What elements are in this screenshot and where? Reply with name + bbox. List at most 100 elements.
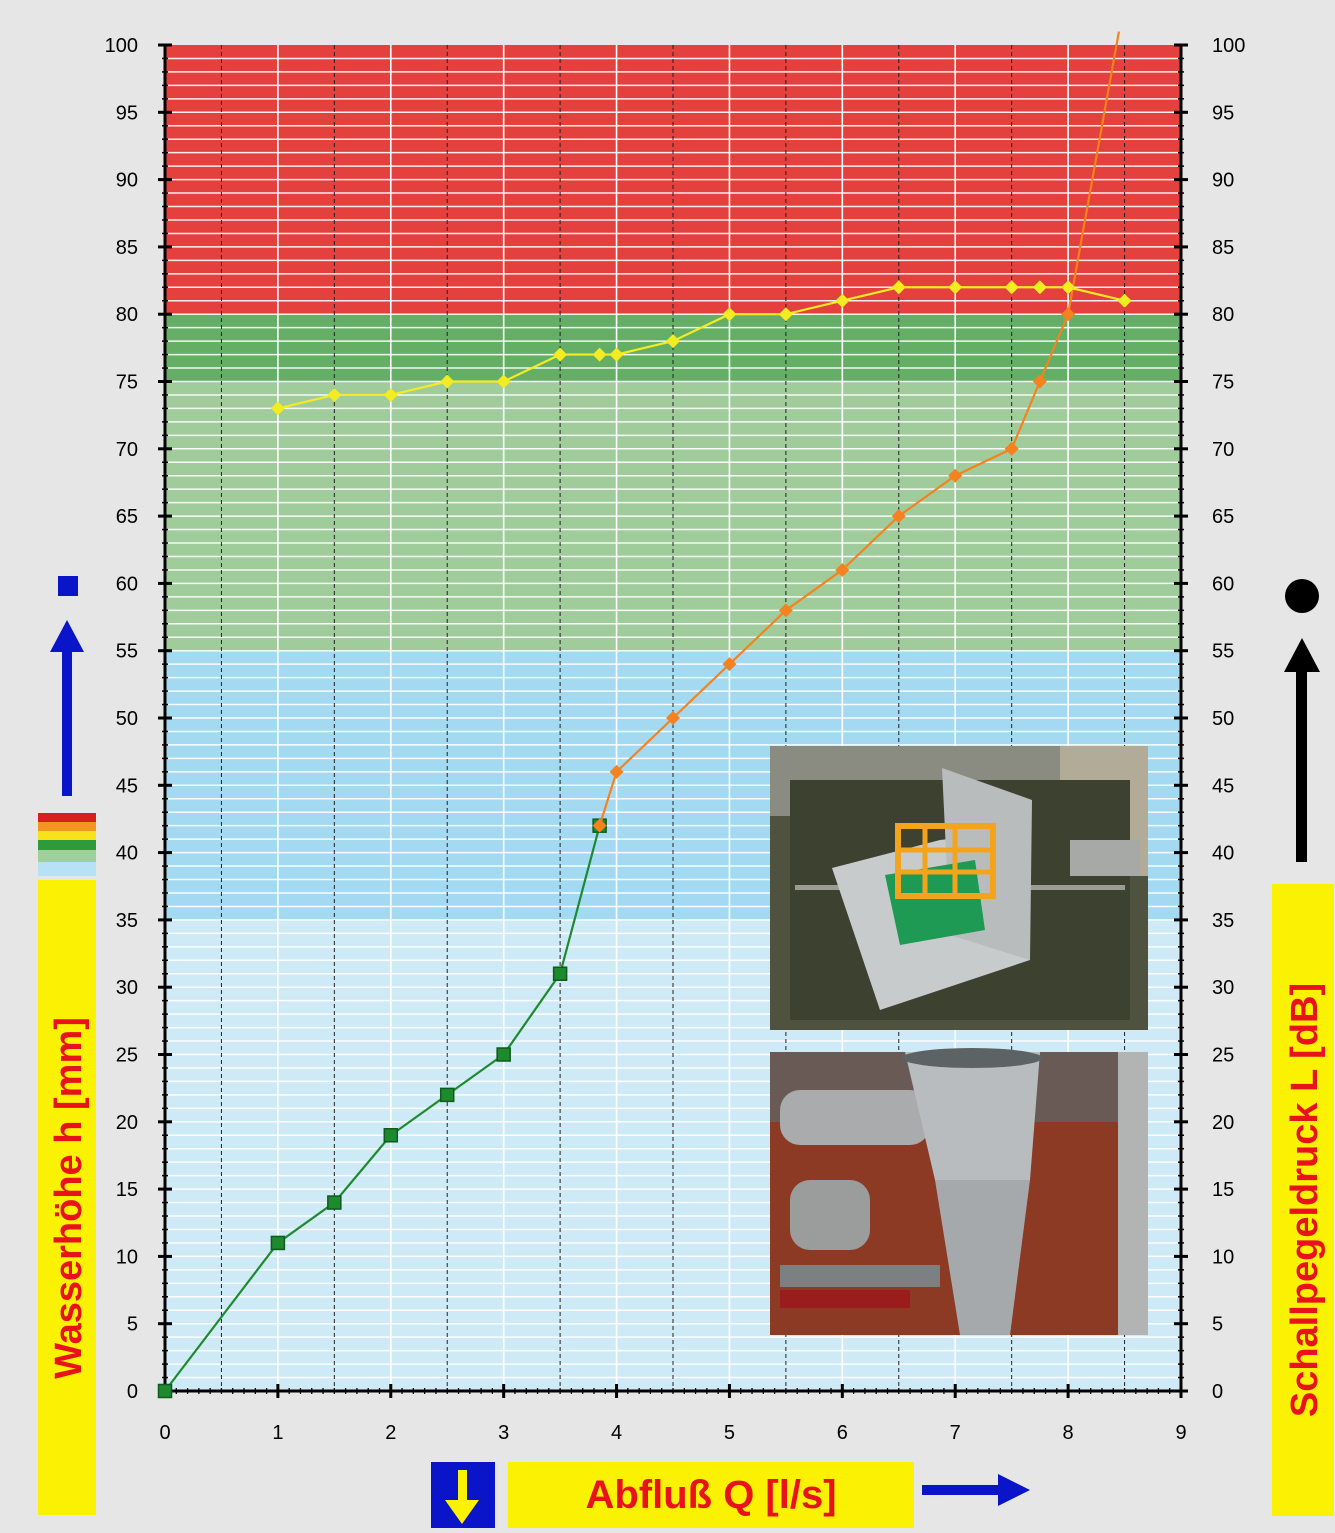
y2-tick-label: 65 bbox=[1212, 506, 1234, 528]
series-0-line bbox=[164, 825, 601, 1392]
x-tick-label: 0 bbox=[159, 1422, 170, 1444]
series-2-point bbox=[327, 387, 342, 402]
y-tick-label: 90 bbox=[116, 170, 138, 192]
series-0-point bbox=[157, 1383, 173, 1399]
series-2-point bbox=[496, 374, 511, 389]
y2-tick-label: 25 bbox=[1212, 1045, 1234, 1067]
y2-tick-label: 30 bbox=[1212, 977, 1234, 999]
series-2-point bbox=[609, 347, 624, 362]
y2-tick-label: 0 bbox=[1212, 1381, 1223, 1403]
y-tick-label: 15 bbox=[116, 1179, 138, 1201]
y-tick-label: 5 bbox=[127, 1314, 138, 1336]
x-tick-label: 3 bbox=[498, 1422, 509, 1444]
series-2-point bbox=[722, 307, 737, 322]
y-tick-label: 35 bbox=[116, 910, 138, 932]
x-tick-label: 5 bbox=[724, 1422, 735, 1444]
y2-tick-label: 80 bbox=[1212, 304, 1234, 326]
x-tick-label: 9 bbox=[1175, 1422, 1186, 1444]
yellow-down-arrow-icon bbox=[445, 1470, 479, 1524]
x-tick-label: 6 bbox=[837, 1422, 848, 1444]
series-2-point bbox=[778, 307, 793, 322]
y2-tick-label: 60 bbox=[1212, 573, 1234, 595]
x-tick-label: 1 bbox=[272, 1422, 283, 1444]
y2-tick-label: 15 bbox=[1212, 1179, 1234, 1201]
series-0-point bbox=[270, 1235, 286, 1251]
blue-right-arrow-icon bbox=[922, 1474, 1030, 1506]
series-2-point bbox=[1004, 280, 1019, 295]
series-2-point bbox=[1032, 280, 1047, 295]
x-tick-label: 4 bbox=[611, 1422, 622, 1444]
y2-axis-title: Schallpegeldruck L [dB] bbox=[1284, 983, 1326, 1417]
y-tick-label: 0 bbox=[127, 1381, 138, 1403]
y-tick-label: 20 bbox=[116, 1112, 138, 1134]
series-0-point bbox=[439, 1087, 455, 1103]
y-tick-label: 75 bbox=[116, 372, 138, 394]
y2-tick-label: 70 bbox=[1212, 439, 1234, 461]
series-1-point bbox=[948, 468, 963, 483]
series-1-line bbox=[598, 31, 1120, 827]
series-2-point bbox=[1061, 280, 1076, 295]
y-tick-label: 45 bbox=[116, 775, 138, 797]
y-tick-label: 85 bbox=[116, 237, 138, 259]
series-layer bbox=[157, 31, 1132, 1399]
y2-axis-title-box bbox=[1272, 884, 1334, 1516]
x-tick-label: 8 bbox=[1063, 1422, 1074, 1444]
series-2-point bbox=[1117, 293, 1132, 308]
y-tick-label: 50 bbox=[116, 708, 138, 730]
y-axis-title: Wasserhöhe h [mm] bbox=[48, 1017, 90, 1379]
series-1-point bbox=[1061, 307, 1076, 322]
y-tick-label: 25 bbox=[116, 1045, 138, 1067]
series-2-point bbox=[948, 280, 963, 295]
series-1-point bbox=[722, 657, 737, 672]
series-0-point bbox=[496, 1047, 511, 1062]
series-1-point bbox=[609, 764, 624, 779]
y-axis-title-box bbox=[38, 880, 96, 1515]
series-2-point bbox=[383, 387, 398, 402]
series-0-point bbox=[383, 1128, 399, 1143]
x-tick-label: 7 bbox=[950, 1422, 961, 1444]
y2-tick-label: 10 bbox=[1212, 1246, 1234, 1268]
y2-tick-label: 55 bbox=[1212, 641, 1234, 663]
series-2-point bbox=[891, 280, 906, 295]
pipe-fitting-photo bbox=[770, 1048, 1148, 1335]
y2-tick-label: 5 bbox=[1212, 1314, 1223, 1336]
y-tick-label: 95 bbox=[116, 102, 138, 124]
y-tick-label: 80 bbox=[116, 304, 138, 326]
black-circle-icon bbox=[1285, 579, 1319, 613]
series-2-point bbox=[270, 401, 285, 416]
blue-square-icon bbox=[58, 576, 78, 596]
x-axis-title-box bbox=[508, 1462, 914, 1528]
series-0-point bbox=[552, 966, 568, 981]
x-tick-label: 2 bbox=[385, 1422, 396, 1444]
series-1-point bbox=[592, 818, 607, 833]
series-0-point bbox=[327, 1195, 342, 1210]
y2-tick-label: 50 bbox=[1212, 708, 1234, 730]
y-tick-label: 70 bbox=[116, 439, 138, 461]
y-tick-label: 40 bbox=[116, 843, 138, 865]
y2-tick-label: 45 bbox=[1212, 775, 1234, 797]
y2-tick-label: 35 bbox=[1212, 910, 1234, 932]
y-tick-label: 55 bbox=[116, 641, 138, 663]
series-1-point bbox=[666, 711, 680, 725]
series-1-point bbox=[891, 509, 906, 524]
y2-tick-label: 75 bbox=[1212, 372, 1234, 394]
series-2-point bbox=[553, 347, 568, 362]
series-2-point bbox=[592, 347, 607, 362]
y-tick-label: 65 bbox=[116, 506, 138, 528]
series-2-point bbox=[666, 334, 680, 349]
y-tick-label: 60 bbox=[116, 573, 138, 595]
series-2-point bbox=[835, 293, 850, 308]
color-scale-icon bbox=[38, 813, 96, 876]
series-1-point bbox=[1004, 441, 1019, 456]
y2-tick-label: 90 bbox=[1212, 170, 1234, 192]
y2-tick-label: 85 bbox=[1212, 237, 1234, 259]
y2-tick-label: 20 bbox=[1212, 1112, 1234, 1134]
y-tick-label: 30 bbox=[116, 977, 138, 999]
y-tick-label: 10 bbox=[116, 1246, 138, 1268]
series-1-point bbox=[835, 562, 850, 577]
y2-tick-label: 40 bbox=[1212, 843, 1234, 865]
y2-tick-label: 100 bbox=[1212, 35, 1245, 57]
trap-grate-photo bbox=[770, 746, 1148, 1030]
